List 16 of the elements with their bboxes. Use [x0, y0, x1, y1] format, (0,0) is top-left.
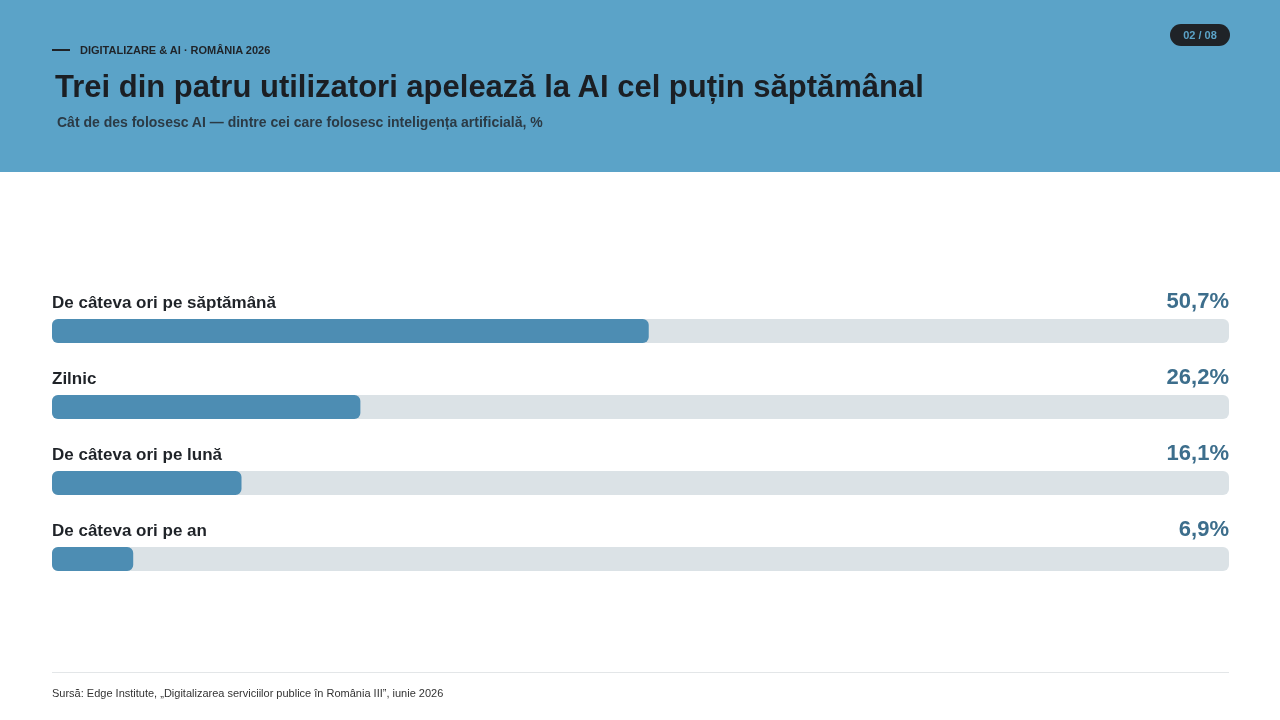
text: 02 / 08 [1183, 29, 1217, 41]
bar [52, 547, 134, 571]
bar [52, 395, 361, 419]
y-tick-label: De câteva ori pe săptămână [52, 293, 277, 312]
y-tick-label: Zilnic [52, 369, 97, 388]
chart-subtitle: Cât de des folosesc AI — dintre cei care folosesc inteligența artificială, % [57, 114, 544, 130]
y-tick-label: De câteva ori pe an [52, 521, 207, 540]
text: DIGITALIZARE & AI · ROMÂNIA 2026 [80, 44, 271, 56]
data-label: 6,9% [1178, 515, 1229, 541]
chart-title: Trei din patru utilizatori apelează la AI cel puțin săptămânal [55, 69, 924, 104]
data-label: 16,1% [1166, 439, 1229, 465]
text: Sursă: Edge Institute, „Digitalizarea serviciilor publice în România III”, iunie 2026 [52, 687, 444, 699]
data-label: 50,7% [1166, 287, 1229, 313]
data-label: 26,2% [1166, 363, 1229, 389]
y-tick-label: De câteva ori pe lună [52, 445, 223, 464]
bar [52, 471, 242, 495]
